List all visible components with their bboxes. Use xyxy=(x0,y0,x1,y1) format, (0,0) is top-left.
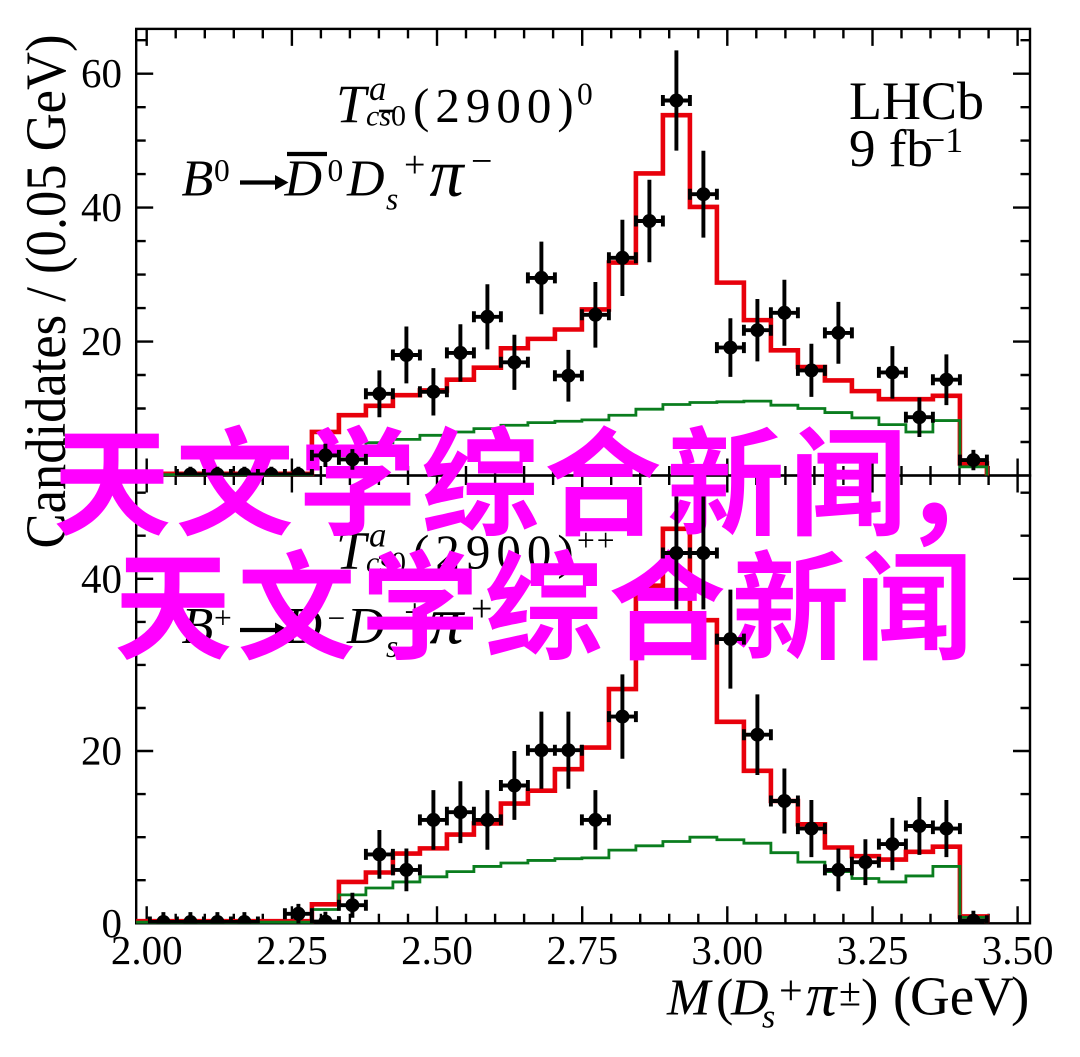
svg-text:π: π xyxy=(430,135,466,211)
svg-text:(2900): (2900) xyxy=(413,78,580,133)
svg-text:(: ( xyxy=(716,970,733,1027)
svg-text:B: B xyxy=(182,151,214,208)
svg-text:20: 20 xyxy=(81,318,122,364)
svg-text:D: D xyxy=(730,970,769,1027)
svg-text:a: a xyxy=(369,69,387,108)
svg-text:s: s xyxy=(762,999,775,1036)
svg-text:+: + xyxy=(214,601,232,636)
svg-text:M: M xyxy=(666,970,713,1027)
svg-text:Candidates / (0.05 GeV): Candidates / (0.05 GeV) xyxy=(15,35,78,549)
svg-text:π: π xyxy=(806,963,838,1030)
svg-text:): ) xyxy=(1011,966,1029,1027)
svg-text:3.50: 3.50 xyxy=(982,927,1054,973)
svg-text:0: 0 xyxy=(577,77,595,112)
svg-text:9 fb: 9 fb xyxy=(849,120,933,178)
svg-text:+: + xyxy=(779,969,803,1015)
svg-text:D: D xyxy=(346,151,385,208)
svg-text:cs0: cs0 xyxy=(366,100,406,133)
svg-text:2.25: 2.25 xyxy=(256,927,328,973)
svg-text:+: + xyxy=(471,588,492,630)
svg-text:0: 0 xyxy=(328,153,344,188)
svg-text:LHCb: LHCb xyxy=(849,71,984,131)
svg-text:T: T xyxy=(336,74,370,134)
svg-text:a: a xyxy=(369,516,387,555)
svg-text:±: ± xyxy=(839,970,861,1015)
svg-text:2.75: 2.75 xyxy=(546,927,618,973)
svg-text:40: 40 xyxy=(81,184,122,230)
svg-text:s: s xyxy=(386,182,398,217)
svg-text:2.00: 2.00 xyxy=(111,927,183,973)
svg-text:60: 60 xyxy=(81,50,122,96)
svg-text:3.00: 3.00 xyxy=(691,927,763,973)
svg-text:40: 40 xyxy=(81,555,122,601)
svg-text:D: D xyxy=(284,151,323,208)
svg-text:GeV: GeV xyxy=(910,966,1014,1027)
svg-text:−1: −1 xyxy=(925,120,963,160)
svg-text:0: 0 xyxy=(214,153,230,188)
svg-text:): ) xyxy=(861,970,878,1027)
svg-text:−: − xyxy=(471,141,492,183)
svg-text:3.25: 3.25 xyxy=(837,927,909,973)
svg-text:−: − xyxy=(328,601,346,636)
svg-text:0: 0 xyxy=(102,900,123,946)
svg-text:+: + xyxy=(404,144,425,186)
svg-text:20: 20 xyxy=(81,728,122,774)
svg-text:(: ( xyxy=(893,966,911,1027)
svg-text:2.50: 2.50 xyxy=(401,927,473,973)
